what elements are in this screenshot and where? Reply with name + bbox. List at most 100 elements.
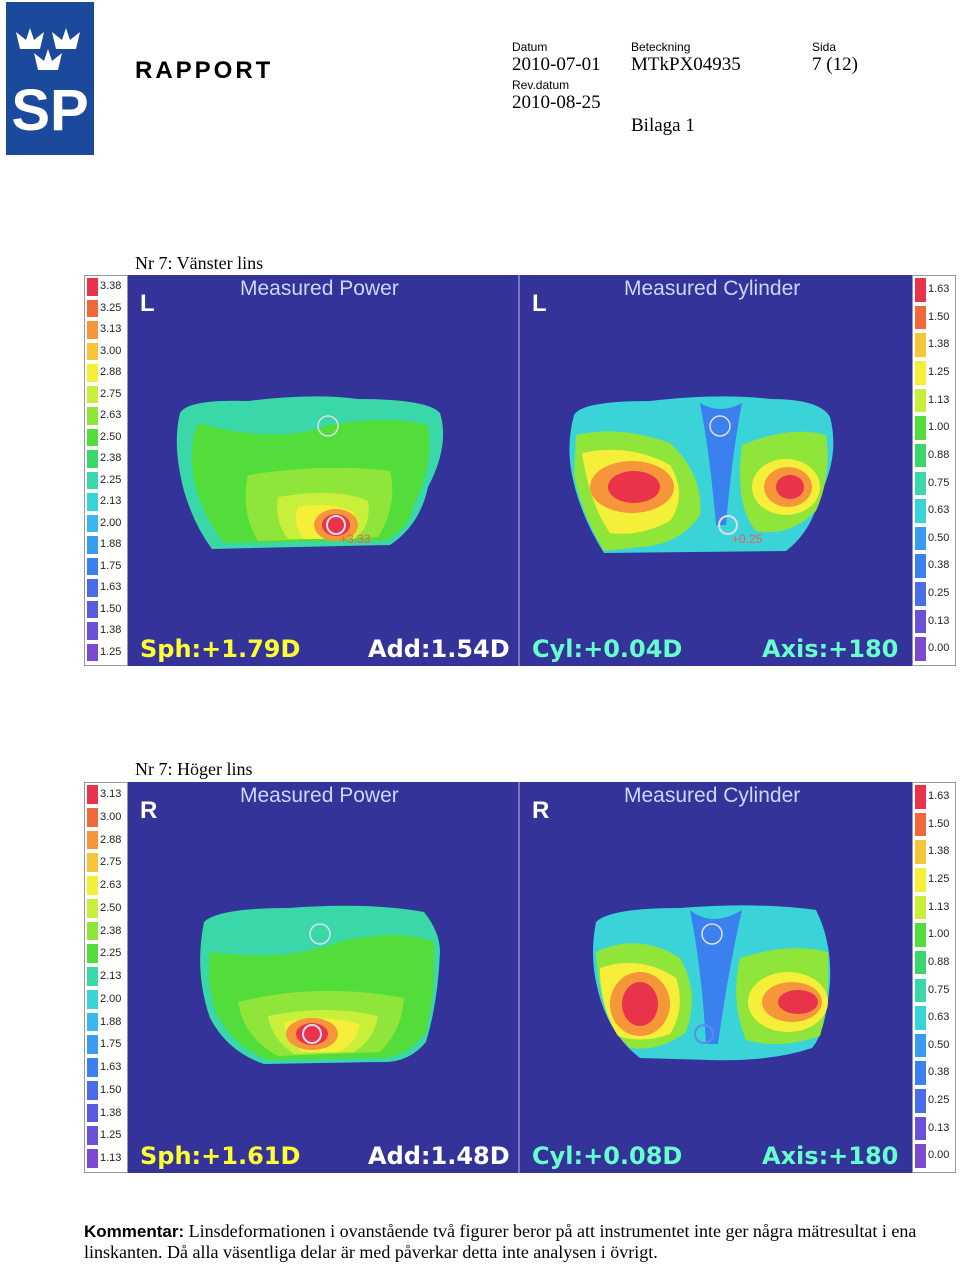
designation-value: MTkPX04935 — [631, 54, 741, 75]
scale-swatch — [915, 609, 926, 634]
scale-value: 1.25 — [100, 645, 122, 658]
cyl-value: Cyl:+0.04D — [532, 635, 683, 663]
scale-swatch — [915, 471, 926, 496]
power-contour-plot — [200, 905, 440, 1064]
scale-value: 0.75 — [928, 983, 950, 996]
scale-value: 1.50 — [100, 602, 122, 615]
scale-swatch — [87, 1103, 98, 1123]
scale-swatch — [87, 428, 98, 446]
power-color-scale: 3.38 3.25 3.13 3.00 2.88 2.75 2.63 2.50 2.38 2.25… — [84, 275, 128, 666]
scale-entry: 0.38 — [913, 552, 955, 580]
scale-entry: 0.25 — [913, 580, 955, 608]
panel-divider — [518, 275, 520, 666]
scale-value: 1.38 — [928, 845, 950, 858]
scale-value: 2.63 — [100, 409, 122, 421]
scale-value: 1.50 — [100, 1083, 122, 1096]
scale-swatch — [915, 554, 926, 579]
scale-swatch — [915, 950, 926, 975]
scale-value: 0.75 — [928, 476, 950, 489]
lens-side-letter: R — [532, 797, 550, 824]
scale-value: 2.50 — [100, 901, 122, 914]
right-lens-panel: 3.13 3.00 2.88 2.75 2.63 2.50 2.38 2.25 2.13 2.00… — [84, 782, 956, 1173]
scale-value: 1.25 — [100, 1129, 122, 1142]
scale-swatch — [87, 643, 98, 661]
scale-swatch — [915, 1061, 926, 1086]
scale-value: 2.25 — [100, 473, 122, 486]
scale-entry: 1.00 — [913, 414, 955, 442]
scale-entry: 3.25 — [85, 298, 127, 320]
measured-power-map: L Measured Power +3.33 Sph:+1.79D Add:1.… — [128, 275, 518, 666]
map-title: Measured Power — [240, 784, 399, 807]
logo-text: SP — [11, 78, 88, 143]
lens-side-letter: L — [140, 290, 155, 317]
scale-entry: 1.75 — [85, 1033, 127, 1056]
date-value: 2010-07-01 — [512, 54, 601, 75]
scale-value: 1.75 — [100, 1038, 122, 1051]
scale-value: 1.25 — [928, 872, 950, 885]
scale-value: 2.13 — [100, 970, 122, 983]
scale-value: 0.63 — [928, 1011, 950, 1024]
scale-entry: 2.00 — [85, 513, 127, 535]
scale-entry: 1.38 — [85, 1102, 127, 1125]
scale-value: 1.63 — [100, 1061, 122, 1074]
scale-value: 2.13 — [100, 495, 122, 507]
scale-entry: 1.88 — [85, 1011, 127, 1034]
scale-entry: 2.75 — [85, 384, 127, 406]
scale-entry: 1.88 — [85, 534, 127, 556]
scale-value: 1.38 — [100, 1106, 122, 1119]
scale-value: 0.13 — [928, 1121, 950, 1134]
scale-entry: 1.50 — [913, 304, 955, 332]
scale-entry: 3.00 — [85, 341, 127, 363]
scale-value: 2.38 — [100, 452, 122, 464]
rev-date-label: Rev.datum — [512, 78, 570, 92]
power-contour-plot — [176, 396, 444, 549]
scale-value: 1.88 — [100, 538, 122, 550]
scale-value: 3.13 — [100, 788, 122, 800]
comment-text: Linsdeformationen i ovanstående två figu… — [84, 1221, 917, 1262]
axis-value: Axis:+180 — [762, 635, 899, 663]
scale-swatch — [87, 1035, 98, 1055]
scale-swatch — [915, 388, 926, 413]
lens-side-letter: R — [140, 797, 158, 824]
scale-swatch — [87, 921, 98, 941]
scale-entry: 2.88 — [85, 362, 127, 384]
scale-entry: 0.25 — [913, 1087, 955, 1115]
scale-entry: 1.25 — [913, 866, 955, 894]
scale-swatch — [915, 582, 926, 606]
scale-swatch — [87, 342, 98, 360]
scale-value: 1.13 — [928, 900, 950, 913]
scale-value: 1.13 — [928, 393, 950, 406]
scale-entry: 1.63 — [913, 783, 955, 811]
scale-value: 3.38 — [100, 280, 122, 292]
left-lens-panel: 3.38 3.25 3.13 3.00 2.88 2.75 2.63 2.50 2.38 2.25… — [84, 275, 956, 666]
sp-logo: SP — [6, 2, 94, 155]
scale-entry: 3.13 — [85, 783, 127, 806]
scale-entry: 1.13 — [85, 1147, 127, 1170]
scale-swatch — [87, 299, 98, 317]
scale-swatch — [87, 1149, 98, 1168]
scale-entry: 2.13 — [85, 491, 127, 513]
scale-value: 0.00 — [928, 642, 950, 655]
axis-value: Axis:+180 — [762, 1142, 899, 1170]
scale-entry: 1.50 — [85, 599, 127, 621]
panel-divider — [518, 782, 520, 1173]
scale-entry: 1.00 — [913, 921, 955, 949]
scale-swatch — [87, 579, 98, 597]
scale-swatch — [915, 360, 926, 385]
scale-swatch — [915, 812, 926, 837]
scale-entry: 2.75 — [85, 851, 127, 874]
scale-entry: 0.38 — [913, 1059, 955, 1087]
scale-swatch — [915, 867, 926, 892]
scale-entry: 2.50 — [85, 427, 127, 449]
scale-value: 1.50 — [928, 817, 950, 830]
rev-date-value: 2010-08-25 — [512, 92, 601, 113]
sph-value: Sph:+1.79D — [140, 635, 301, 663]
add-value: Add:1.54D — [368, 635, 510, 663]
measured-cylinder-map: R Measured Cylinder Cyl:+0.08D Axis:+180 — [520, 782, 912, 1173]
scale-entry: 2.25 — [85, 470, 127, 492]
scale-swatch — [915, 416, 926, 440]
scale-swatch — [87, 407, 98, 425]
cylinder-color-scale: 1.63 1.50 1.38 1.25 1.13 1.00 0.88 0.75 0.63 0.50… — [912, 782, 956, 1173]
cylinder-contour-plot — [569, 396, 834, 553]
scale-value: 1.63 — [100, 581, 122, 593]
